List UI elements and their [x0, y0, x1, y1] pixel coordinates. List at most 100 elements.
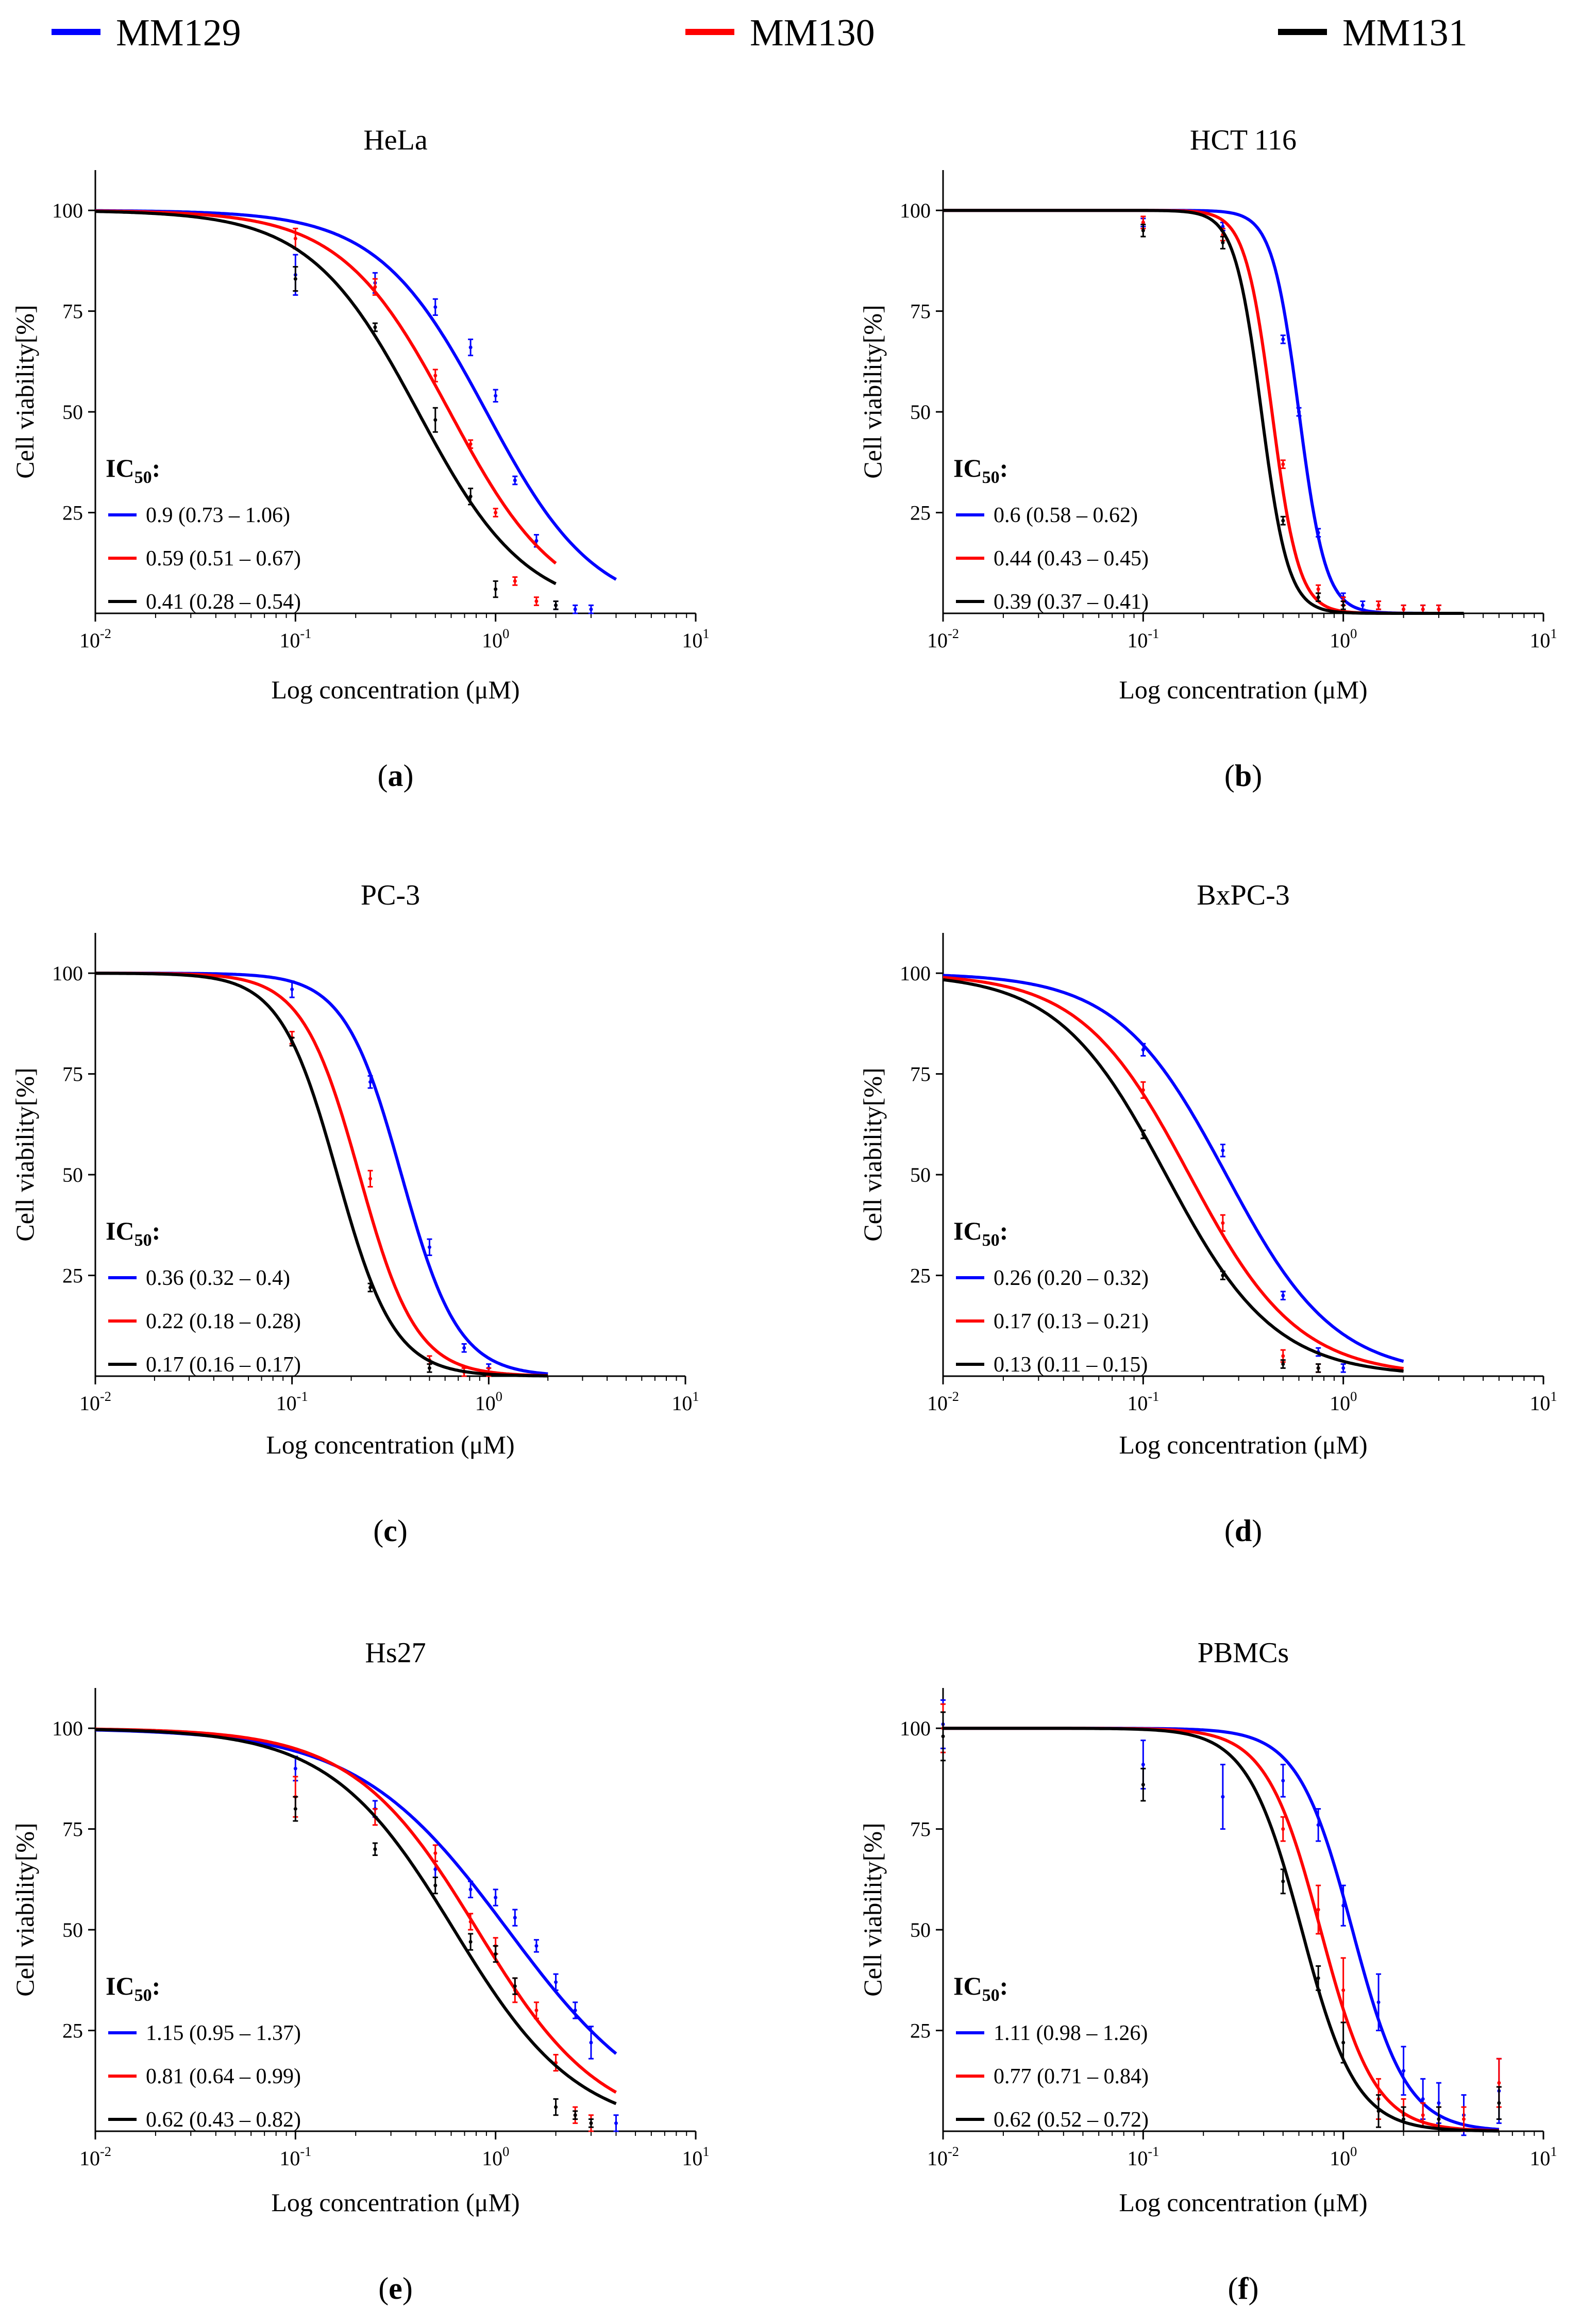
legend-label-mm129: MM129 — [116, 12, 241, 54]
point-marker — [373, 325, 377, 329]
data-point — [1401, 2106, 1406, 2132]
fit-curve-mm130 — [943, 976, 1404, 1370]
series-mm131 — [95, 1728, 617, 2128]
data-point — [1280, 1359, 1286, 1369]
data-point — [1376, 600, 1382, 610]
y-tick-label: 25 — [62, 2019, 83, 2043]
data-point — [553, 600, 559, 610]
point-marker — [589, 607, 593, 611]
data-point — [1360, 600, 1366, 610]
data-point — [553, 2098, 559, 2116]
data-point — [533, 2001, 539, 2019]
ic50-value: 0.22 (0.18 – 0.28) — [146, 1310, 301, 1333]
point-marker — [1316, 1823, 1320, 1827]
point-marker — [534, 2008, 539, 2012]
ic50-value: 0.17 (0.16 – 0.17) — [146, 1353, 301, 1377]
ic50-heading: IC50: — [953, 1971, 1008, 2005]
ic50-row-mm129: 0.36 (0.32 – 0.4) — [108, 1266, 290, 1290]
point-marker — [1461, 2117, 1466, 2121]
data-point — [1316, 584, 1321, 594]
data-point — [573, 604, 578, 614]
data-point — [1280, 1868, 1286, 1895]
data-point — [1316, 1808, 1321, 1842]
point-marker — [1497, 2081, 1501, 2085]
series-mm131 — [95, 210, 559, 610]
data-point — [493, 1888, 498, 1907]
data-point — [1296, 407, 1302, 417]
panel-f: PBMCs 25 50 75 100 10-2 10-1 100 101 Log concentr… — [858, 1637, 1557, 2305]
point-marker — [941, 1734, 945, 1738]
x-tick-label: 10-1 — [1127, 626, 1159, 652]
point-marker — [1281, 1879, 1285, 1883]
data-point — [427, 1238, 432, 1256]
data-point — [372, 322, 378, 332]
point-marker — [427, 1366, 431, 1370]
ic50-row-mm131: 0.39 (0.37 – 0.41) — [956, 590, 1149, 614]
ic50-row-mm130: 0.22 (0.18 – 0.28) — [108, 1310, 301, 1333]
point-marker — [1141, 228, 1145, 232]
ic50-row-mm131: 0.13 (0.11 – 0.15) — [956, 1353, 1148, 1377]
x-tick-label: 100 — [1330, 1389, 1357, 1415]
point-marker — [1141, 1132, 1145, 1136]
chart-title: BxPC-3 — [1197, 879, 1290, 911]
data-point — [293, 1796, 298, 1822]
data-point — [432, 1844, 438, 1862]
x-axis-label: Log concentration (μM) — [1119, 1430, 1367, 1459]
data-point — [573, 2110, 578, 2120]
x-axis-label: Log concentration (μM) — [271, 675, 519, 704]
data-point — [588, 2118, 594, 2128]
fit-curve-mm130 — [95, 209, 557, 565]
point-marker — [554, 1980, 558, 1984]
ic50-value: 0.17 (0.13 – 0.21) — [994, 1310, 1149, 1333]
point-marker — [293, 277, 297, 281]
point-marker — [468, 494, 473, 498]
data-point — [533, 1939, 539, 1953]
data-point — [553, 1973, 559, 1991]
data-point — [468, 1913, 474, 1931]
point-marker — [1341, 603, 1346, 607]
point-marker — [494, 511, 498, 515]
x-tick-label: 100 — [475, 1389, 502, 1415]
data-point — [367, 1075, 373, 1089]
point-marker — [1402, 2069, 1406, 2073]
data-point — [1140, 1767, 1146, 1802]
data-point — [493, 1945, 498, 1963]
chart-title: PC-3 — [361, 879, 420, 911]
point-marker — [468, 1940, 473, 1944]
y-tick-label: 25 — [910, 501, 931, 525]
x-tick-label: 101 — [1529, 626, 1557, 652]
data-point — [432, 298, 438, 316]
point-marker — [1341, 1366, 1346, 1370]
point-marker — [433, 305, 438, 309]
point-marker — [573, 607, 577, 611]
ic50-row-mm130: 0.77 (0.71 – 0.84) — [956, 2065, 1149, 2088]
point-marker — [368, 1080, 373, 1084]
y-tick-label: 100 — [52, 199, 83, 222]
point-marker — [1281, 337, 1285, 341]
point-marker — [1281, 519, 1285, 523]
panel-label: (b) — [1224, 759, 1262, 793]
ic50-row-mm130: 0.59 (0.51 – 0.67) — [108, 547, 301, 571]
y-tick-label: 25 — [62, 501, 83, 525]
panel-label: (e) — [378, 2271, 413, 2305]
data-point — [1140, 1129, 1146, 1140]
panel-label: (d) — [1224, 1514, 1262, 1548]
y-tick-label: 25 — [910, 1264, 931, 1288]
data-point — [1436, 2106, 1441, 2132]
point-marker — [494, 587, 498, 591]
point-marker — [1437, 2101, 1441, 2105]
x-tick-label: 101 — [1529, 2144, 1557, 2170]
ic50-value: 0.62 (0.52 – 0.72) — [994, 2108, 1149, 2132]
point-marker — [554, 2105, 558, 2109]
legend-item-mm131: MM131 — [1278, 12, 1468, 54]
data-point — [493, 389, 498, 403]
y-axis-label: Cell viability[%] — [858, 305, 887, 478]
x-axis-label: Log concentration (μM) — [1119, 2188, 1367, 2217]
data-point — [512, 1977, 518, 1995]
ic50-value: 0.81 (0.64 – 0.99) — [146, 2065, 301, 2088]
x-tick-label: 10-1 — [276, 1389, 308, 1415]
point-marker — [1281, 1827, 1285, 1831]
point-marker — [1421, 2097, 1425, 2101]
point-marker — [293, 1807, 297, 1811]
data-point — [372, 1842, 378, 1856]
